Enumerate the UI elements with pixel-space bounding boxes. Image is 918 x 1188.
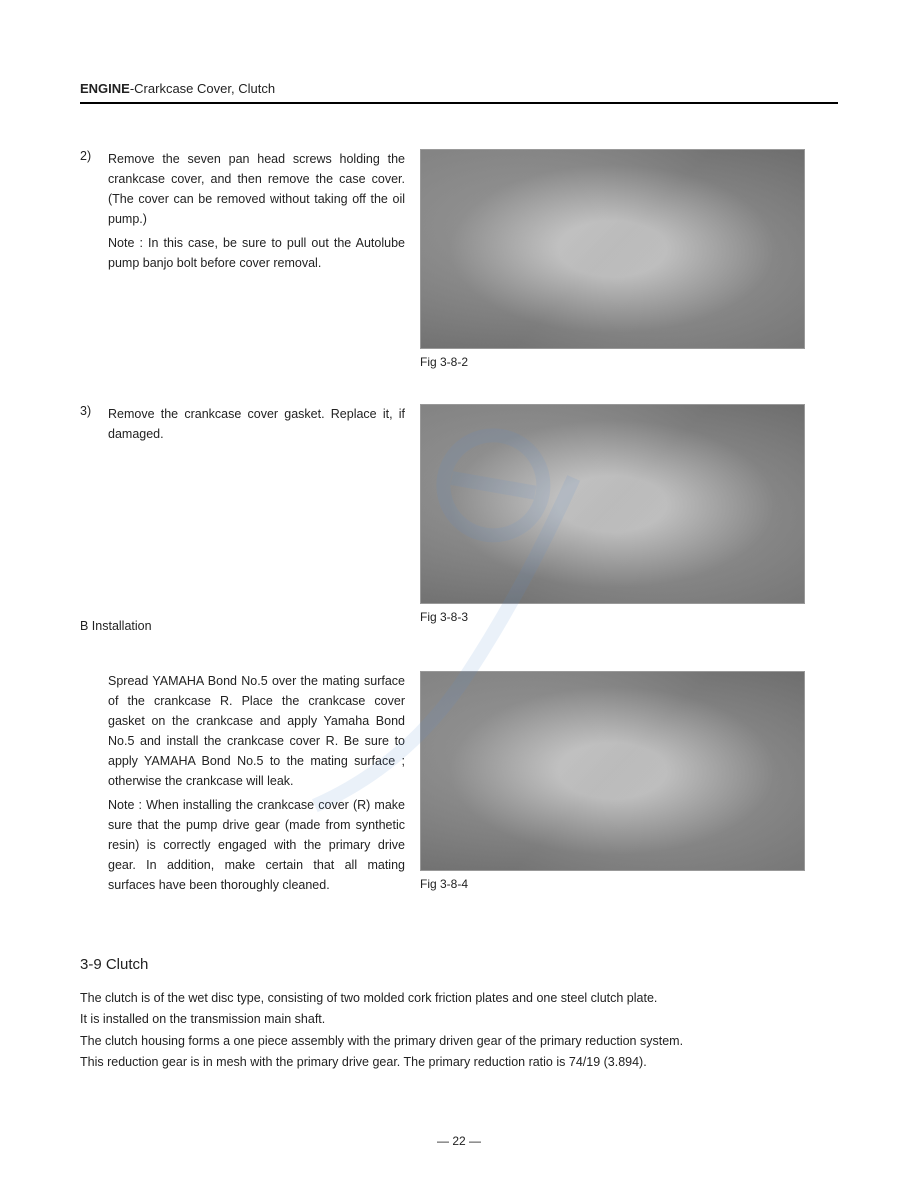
step3-text-col: 3) Remove the crankcase cover gasket. Re… — [80, 404, 420, 646]
step3-body: Remove the crankcase cover gasket. Repla… — [108, 404, 405, 444]
step3-num: 3) — [80, 404, 108, 444]
clutch-line2: It is installed on the transmission main… — [80, 1009, 838, 1030]
step2-text: Remove the seven pan head screws holding… — [108, 152, 405, 226]
figure-3-8-4 — [420, 671, 805, 871]
fig2-col: Fig 3-8-3 — [420, 404, 838, 634]
step2-text-col: 2) Remove the seven pan head screws hold… — [80, 149, 420, 288]
clutch-section: 3-9 Clutch The clutch is of the wet disc… — [80, 956, 838, 1073]
clutch-line4: This reduction gear is in mesh with the … — [80, 1052, 838, 1073]
step-3: 3) Remove the crankcase cover gasket. Re… — [80, 404, 405, 444]
sectionb-text-col: Spread YAMAHA Bond No.5 over the mating … — [80, 671, 420, 895]
section-b: B Installation — [80, 619, 405, 633]
header-text: ENGINE-Crarkcase Cover, Clutch — [80, 81, 275, 96]
step2-note-text: In this case, be sure to pull out the Au… — [108, 236, 405, 270]
step2-num: 2) — [80, 149, 108, 273]
fig3-col: Fig 3-8-4 — [420, 671, 838, 901]
page-header: ENGINE-Crarkcase Cover, Clutch — [80, 80, 838, 104]
clutch-line3: The clutch housing forms a one piece ass… — [80, 1031, 838, 1052]
header-rest: -Crarkcase Cover, Clutch — [130, 81, 275, 96]
section-b-label: B Installation — [80, 619, 405, 633]
step2-body: Remove the seven pan head screws holding… — [108, 149, 405, 273]
sectionb-note-label: Note : — [108, 798, 142, 812]
page-number: — 22 — — [0, 1134, 918, 1148]
sectionb-note-text: When installing the crankcase cover (R) … — [108, 798, 405, 892]
fig2-caption: Fig 3-8-3 — [420, 610, 838, 624]
fig1-col: Fig 3-8-2 — [420, 149, 838, 379]
row-section-b: Spread YAMAHA Bond No.5 over the mating … — [80, 671, 838, 901]
fig3-caption: Fig 3-8-4 — [420, 877, 838, 891]
row-step2: 2) Remove the seven pan head screws hold… — [80, 149, 838, 379]
fig1-caption: Fig 3-8-2 — [420, 355, 838, 369]
step2-note-label: Note : — [108, 236, 143, 250]
clutch-body: The clutch is of the wet disc type, cons… — [80, 988, 838, 1073]
header-bold: ENGINE — [80, 81, 130, 96]
sectionb-body: Spread YAMAHA Bond No.5 over the mating … — [80, 671, 405, 895]
clutch-title: 3-9 Clutch — [80, 956, 838, 973]
sectionb-text: Spread YAMAHA Bond No.5 over the mating … — [108, 674, 405, 788]
clutch-line1: The clutch is of the wet disc type, cons… — [80, 988, 838, 1009]
row-step3: 3) Remove the crankcase cover gasket. Re… — [80, 404, 838, 646]
figure-3-8-3 — [420, 404, 805, 604]
step-2: 2) Remove the seven pan head screws hold… — [80, 149, 405, 273]
figure-3-8-2 — [420, 149, 805, 349]
